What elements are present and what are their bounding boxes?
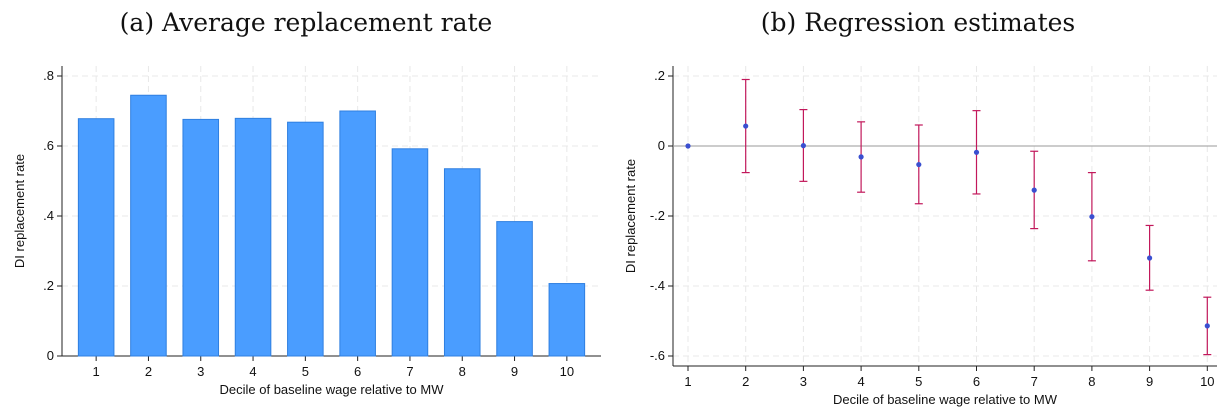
estimate-point [1204,323,1210,329]
coefficient-plot-panel: -.6 -.4 -.2 0 .2 1 2 3 4 5 6 7 8 9 10 Decile of baselin… [623,66,1217,407]
x-tick-label: 6 [354,364,361,379]
y-tick-label: .6 [43,138,54,153]
estimate-point [1147,255,1153,261]
estimate-point [973,149,980,155]
estimate-point [916,161,922,168]
bar [130,94,167,357]
y-tick-label: .8 [43,68,54,83]
y-tick-label: -.2 [650,208,665,223]
y-tick-label: -.4 [650,278,665,293]
y-tick-label: 0 [47,348,54,363]
y-tick-label: -.6 [650,348,665,363]
bar [234,117,272,357]
x-tick-label: 8 [1088,374,1095,389]
estimate-point [1089,214,1095,220]
bar [443,168,481,357]
x-tick-label: 10 [1200,374,1214,389]
bar [339,110,376,357]
estimate-point [1031,187,1037,193]
y-axis-title: DI replacement rate [623,159,638,273]
x-tick-label: 7 [406,364,413,379]
estimate-point [858,154,864,160]
panel-b-title: (b) Regression estimates [760,8,1076,37]
panel-a-title: (a) Average replacement rate [119,8,493,37]
x-tick-label: 4 [249,364,256,379]
x-tick-label: 5 [302,364,309,379]
x-tick-label: 1 [93,364,100,379]
x-tick-label: 3 [197,364,204,379]
x-axis-title: Decile of baseline wage relative to MW [833,392,1058,407]
estimate-point [685,143,691,149]
y-tick-label: 0 [658,138,665,153]
bar-chart-panel: 0 .2 .4 .6 .8 1 2 3 4 5 6 7 8 9 10 Decile of baseline w… [12,66,601,397]
x-tick-label: 8 [459,364,466,379]
x-tick-label: 2 [742,374,749,389]
x-tick-label: 9 [511,364,518,379]
x-tick-label: 1 [684,374,691,389]
x-axis-title: Decile of baseline wage relative to MW [220,382,445,397]
y-tick-label: .2 [654,68,665,83]
y-tick-label: .2 [43,278,54,293]
estimate-point [743,123,749,129]
bar [287,121,324,357]
bar [77,118,115,357]
bar [182,118,220,357]
x-tick-label: 10 [560,364,574,379]
x-tick-label: 7 [1031,374,1038,389]
x-tick-label: 3 [800,374,807,389]
x-tick-label: 2 [145,364,152,379]
bar [496,221,533,357]
bar [548,283,586,357]
bar [391,148,429,357]
estimate-point [800,143,807,149]
y-tick-label: .4 [43,208,54,223]
x-tick-label: 5 [915,374,922,389]
x-tick-label: 6 [973,374,980,389]
x-tick-label: 4 [857,374,864,389]
x-tick-label: 9 [1146,374,1153,389]
y-axis-title: DI replacement rate [12,154,27,268]
